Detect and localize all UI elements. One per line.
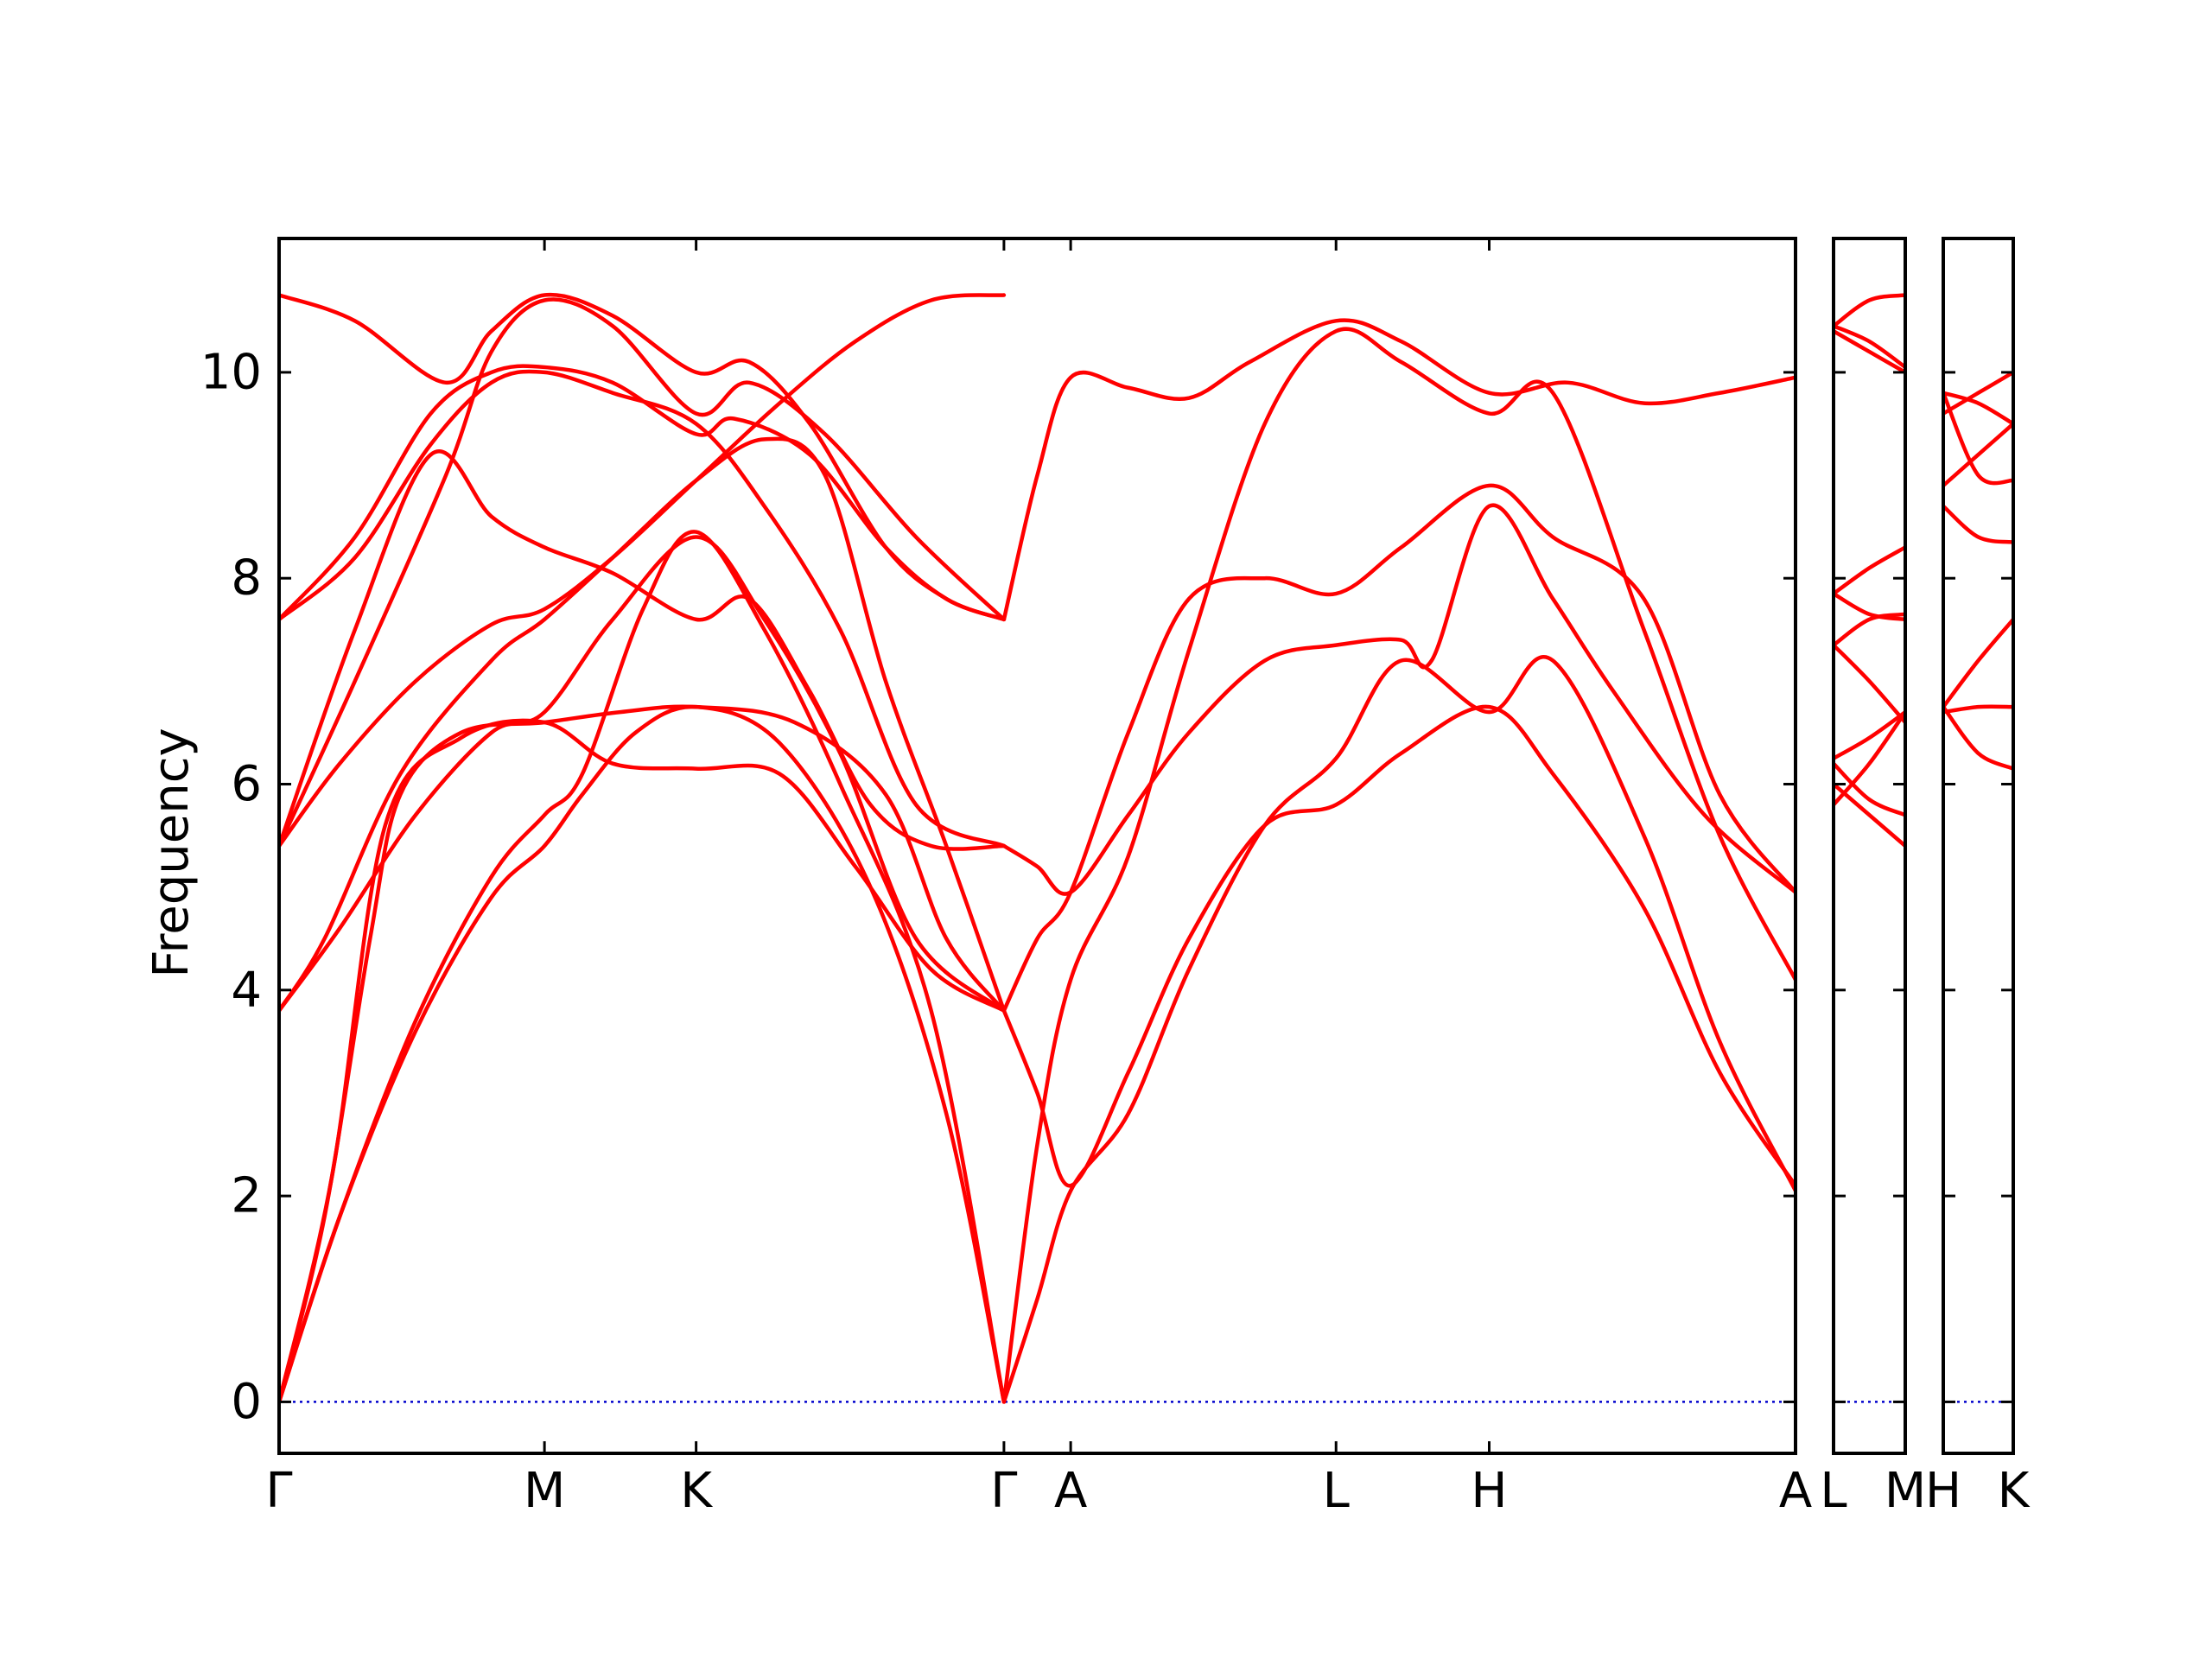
band-line-L-M-10	[1834, 782, 1905, 849]
band-line-H-K-3	[1943, 391, 2013, 486]
panel-frame	[1942, 237, 2015, 1455]
band-line-H-K-1	[1943, 391, 2013, 426]
band-line-main-7	[279, 293, 1007, 849]
band-line-L-M-4	[1834, 545, 1905, 596]
band-line-main-4	[279, 704, 1007, 1404]
x-tick-label: H	[1925, 1463, 1961, 1519]
band-line-L-M-2	[1834, 324, 1905, 370]
band-line-main-11	[279, 292, 1007, 622]
band-line-main-18	[1001, 327, 1796, 1404]
band-line-L-M-5	[1834, 591, 1905, 622]
band-line-L-M-7	[1834, 643, 1905, 725]
band-line-L-M-8	[1834, 709, 1905, 760]
panel-frame	[1832, 237, 1907, 1455]
x-tick-label: L	[1323, 1463, 1350, 1519]
y-tick-label: 2	[231, 1168, 262, 1224]
x-tick-label: M	[1885, 1463, 1926, 1519]
band-line-main-12	[279, 297, 1007, 849]
y-tick-label: 4	[231, 962, 262, 1018]
band-line-H-K-7	[1943, 704, 2013, 715]
band-line-main-17	[1001, 655, 1796, 1404]
x-tick-label: A	[1779, 1463, 1812, 1519]
x-tick-label: M	[524, 1463, 565, 1519]
band-line-main-6	[279, 535, 1007, 1013]
x-tick-label: Γ	[990, 1463, 1017, 1519]
band-line-H-K-6	[1943, 617, 2013, 709]
y-tick-label: 6	[231, 756, 262, 812]
x-tick-label: Γ	[265, 1463, 292, 1519]
y-tick-label: 8	[231, 550, 262, 607]
band-line-main-8	[279, 449, 1007, 851]
band-line-main-13	[1001, 318, 1796, 622]
bands-L-M	[1834, 293, 1905, 849]
y-tick-label: 0	[231, 1374, 262, 1430]
y-axis-label: Frequency	[143, 728, 200, 977]
band-line-L-M-1	[1834, 293, 1905, 328]
band-line-main-3	[279, 718, 1007, 1404]
x-tick-label: K	[680, 1463, 713, 1519]
x-tick-label: K	[1998, 1463, 2031, 1519]
band-line-L-M-6	[1834, 612, 1905, 647]
y-tick-label: 10	[200, 344, 262, 400]
y-tick-labels: 0 2 4 6 8 10	[200, 344, 262, 1430]
band-line-L-M-3	[1834, 328, 1905, 375]
band-line-H-K-4	[1943, 422, 2013, 488]
x-tick-label: L	[1820, 1463, 1847, 1519]
x-tick-label: H	[1471, 1463, 1507, 1519]
x-tick-label: A	[1054, 1463, 1087, 1519]
bands-main	[279, 292, 1796, 1404]
bands-H-K	[1943, 370, 2013, 771]
band-line-H-K-5	[1943, 504, 2013, 544]
panel-frame	[277, 237, 1797, 1455]
band-line-main-15	[1001, 483, 1796, 1013]
band-line-main-2	[279, 530, 1007, 1404]
band-line-H-K-2	[1943, 370, 2013, 416]
band-line-L-M-11	[1834, 761, 1905, 817]
band-line-H-K-8	[1943, 704, 2013, 771]
band-line-L-M-9	[1834, 709, 1905, 807]
band-line-main-14	[1001, 503, 1796, 896]
